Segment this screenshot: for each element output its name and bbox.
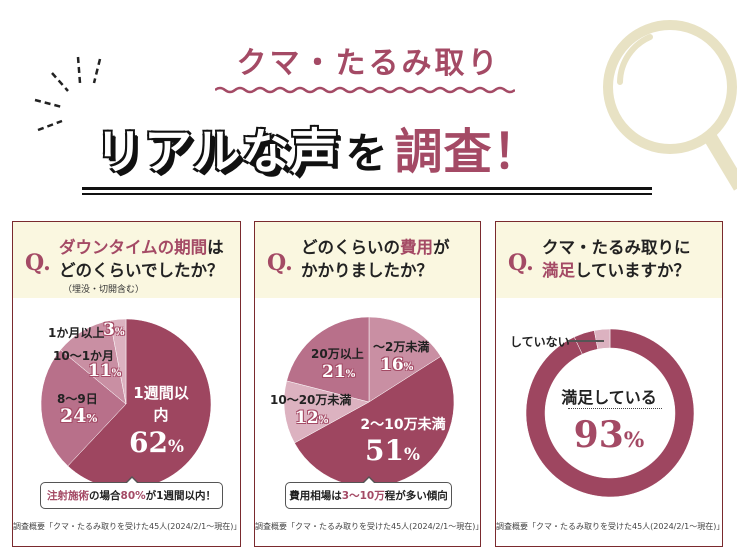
divider: [82, 193, 652, 195]
leader-line: [568, 340, 604, 342]
pct-within-1week: 62%: [129, 426, 184, 459]
question-text: ダウンタイムの期間は どのくらいでしたか？: [59, 238, 224, 280]
donut-chart-satisfaction: [525, 328, 695, 498]
page-title: リアルな声を調査！: [95, 112, 542, 182]
slice-1: [525, 328, 695, 498]
card-downtime: Q. ダウンタイムの期間は どのくらいでしたか？ （埋没・切開含む） 1か月以上 …: [12, 221, 241, 547]
pie-chart-cost: [283, 316, 455, 488]
pct-satisfied: 93%: [573, 414, 645, 456]
survey-note: 調査概要「クマ・たるみ取りを受けた45人(2024/2/1〜現在)」: [255, 522, 484, 531]
survey-note: 調査概要「クマ・たるみ取りを受けた45人(2024/2/1〜現在)」: [13, 522, 242, 531]
pie-chart-downtime: [40, 318, 212, 490]
pct-10days-1month: 11%: [88, 361, 122, 381]
question-text: どのくらいの費用が かかりましたか？: [301, 238, 450, 280]
question-band: Q. どのくらいの費用が かかりましたか？: [255, 222, 480, 298]
label-1month-plus: 1か月以上: [48, 326, 105, 340]
sparkle-lines-icon: [34, 56, 102, 132]
label-not-satisfied: していない: [510, 335, 570, 349]
slice-4: [109, 318, 127, 405]
slice-3: [593, 328, 611, 350]
label-100k-200k: 10〜20万未満: [270, 393, 352, 407]
pct-100k-200k: 12%: [295, 408, 329, 428]
pct-8-9days: 24%: [60, 405, 98, 427]
title-part3: 調査！: [394, 124, 542, 180]
label-under-20k: 〜2万未満: [373, 340, 430, 354]
slice-2: [40, 349, 127, 467]
title-part2: を: [345, 129, 389, 178]
pct-1month-plus: 3%: [103, 320, 125, 340]
title-part1: リアルな声: [95, 124, 340, 180]
question-text: クマ・たるみ取りに 満足していますか？: [542, 238, 691, 280]
q-mark: Q.: [267, 250, 293, 276]
wave-underline: [215, 86, 515, 94]
q-mark: Q.: [508, 250, 534, 276]
slice-2: [294, 356, 455, 488]
card-satisfaction: Q. クマ・たるみ取りに 満足していますか？ していない 満足している 93% 調…: [495, 221, 725, 547]
question-band: Q. クマ・たるみ取りに 満足していますか？: [496, 222, 722, 298]
dotted-divider: [568, 408, 662, 409]
pct-200k-plus: 21%: [322, 362, 356, 382]
slice-4: [286, 316, 370, 403]
label-within-1week: 1週間以内: [133, 384, 189, 424]
callout: 注射施術の場合80%が1週間以内！: [40, 476, 223, 509]
label-8-9days: 8〜9日: [57, 392, 98, 406]
subtitle: クマ・たるみ取り: [236, 46, 501, 81]
label-20k-100k: 2〜10万未満: [360, 417, 446, 433]
survey-note: 調査概要「クマ・たるみ取りを受けた45人(2024/2/1〜現在)」: [496, 522, 725, 531]
label-satisfied: 満足している: [561, 388, 657, 407]
label-200k-plus: 20万以上: [311, 347, 364, 361]
card-cost: Q. どのくらいの費用が かかりましたか？ 〜2万未満 16% 20万以上 21%…: [254, 221, 484, 547]
slice-3: [283, 380, 370, 444]
label-10days-1month: 10〜1か月: [53, 349, 115, 363]
callout: 費用相場は3〜10万程が多い傾向: [285, 476, 452, 509]
magnifier-icon: [603, 20, 737, 191]
slice-1: [368, 316, 442, 403]
pct-under-20k: 16%: [380, 355, 414, 375]
q-mark: Q.: [25, 250, 51, 276]
question-note: （埋没・切開含む）: [63, 285, 145, 295]
question-band: Q. ダウンタイムの期間は どのくらいでしたか？ （埋没・切開含む）: [13, 222, 240, 298]
divider: [82, 187, 652, 190]
pct-20k-100k: 51%: [365, 434, 420, 467]
